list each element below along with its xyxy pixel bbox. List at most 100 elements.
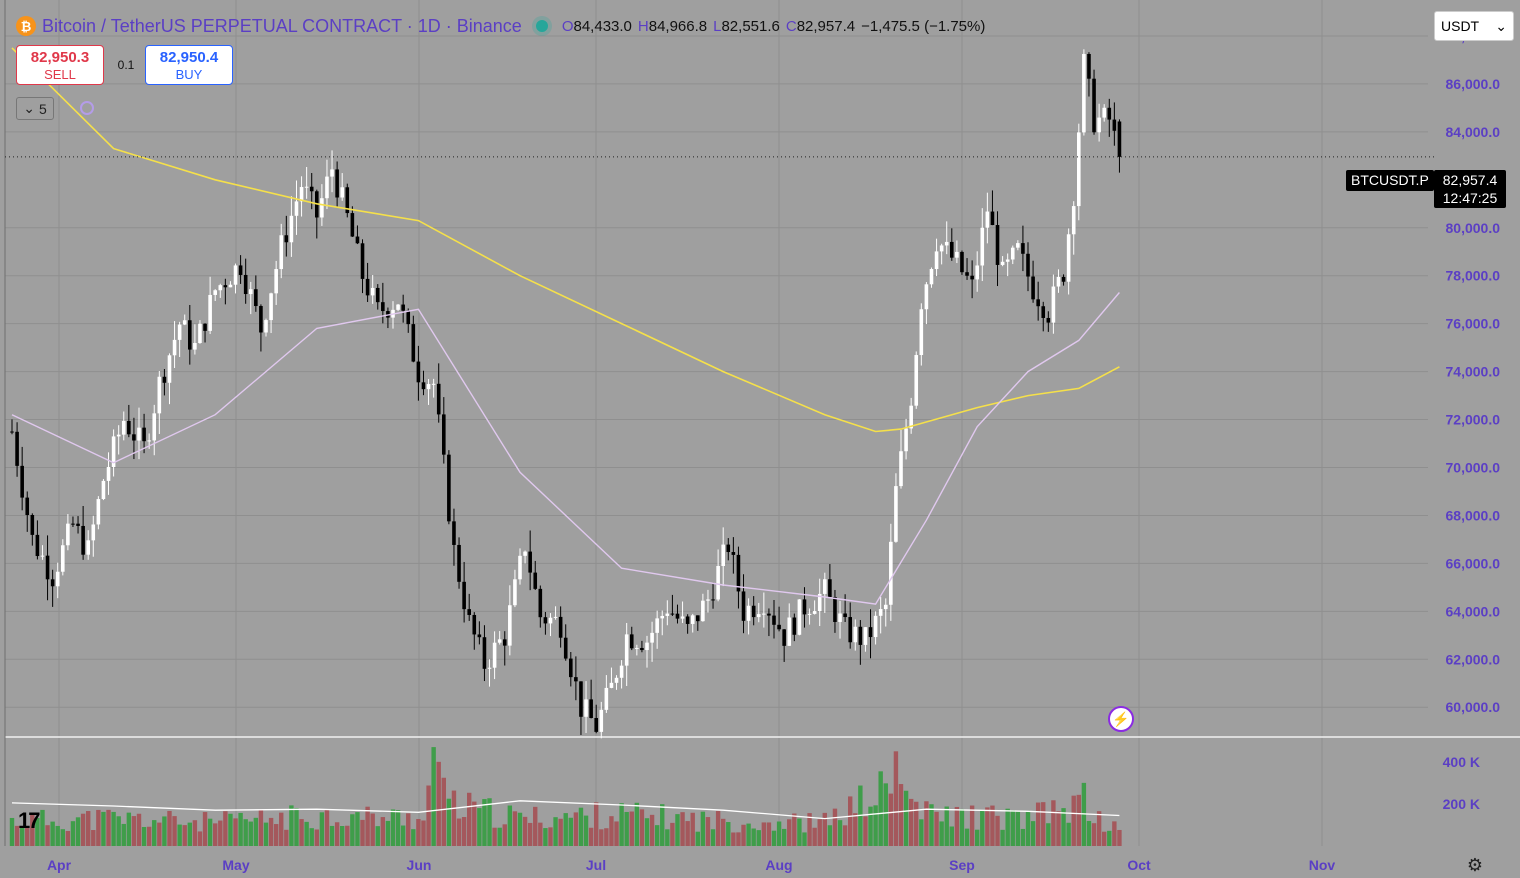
candle-body [274,269,278,294]
candle [406,308,411,333]
candle-body [25,497,30,516]
candle-body [147,440,151,442]
buy-label: BUY [175,67,203,82]
volume-bar [649,814,655,846]
candle-body [690,615,695,624]
high-value: 84,966.8 [648,17,708,35]
volume-bar [126,812,132,846]
sell-button[interactable]: 82,950.3 SELL [16,45,104,85]
volume-bar [223,811,228,846]
volume-bar [355,812,360,846]
candle [442,397,446,464]
volume-bar [990,805,995,846]
candle [782,629,786,662]
candle [492,631,497,680]
lightning-icon[interactable]: ⚡ [1108,706,1134,732]
volume-bar [665,829,670,846]
candle-body [279,235,284,270]
volume-bar [522,816,528,846]
candle [1112,102,1117,146]
candle [294,180,299,235]
volume-bar [604,828,609,846]
candle [950,228,954,261]
candle [929,267,934,288]
volume-bar [268,817,274,846]
candle [1000,256,1005,267]
volume-bar [96,809,101,846]
candle-body [594,718,598,732]
candle [660,610,665,636]
candle-body [447,454,451,522]
volume-bar [827,825,833,846]
volume-bar [1035,802,1041,846]
candle-body [350,213,355,237]
candle [182,314,187,326]
candle [1107,98,1112,137]
low-label: L [713,17,722,35]
candle-body [76,523,80,526]
currency-select[interactable]: USDT ⌄ [1434,11,1514,41]
candle-body [990,211,995,226]
candle [665,600,670,626]
volume-bar [609,816,614,846]
candle [1061,274,1066,286]
candle [924,282,929,325]
candle [690,613,695,633]
candle-body [619,665,624,678]
volume-bar [1020,828,1026,846]
candle-body [502,639,507,646]
candle [629,626,634,651]
volume-bar [1096,811,1102,846]
grid-lines [5,0,1428,846]
volume-bar [812,827,817,846]
volume-bar [985,807,990,846]
volume-bar [1061,808,1066,846]
candle [1066,228,1071,295]
candle-body [335,169,339,198]
candle [680,601,685,623]
candle [802,587,807,628]
volume-bar [670,822,675,846]
candle [650,621,654,662]
volume-bar [533,806,538,846]
candle-body [452,521,456,545]
candle-body [706,599,710,601]
candle [701,593,705,622]
volume-bar [563,813,568,846]
candle [538,585,543,628]
candle-body [645,642,649,651]
tradingview-logo-icon[interactable]: 17 [18,808,41,833]
volume-bar [634,802,640,846]
candle [553,606,558,620]
candle [990,190,995,226]
candle [254,275,258,312]
candle [569,651,573,687]
candle-body [1026,253,1030,277]
indicators-toggle-button[interactable]: ⌄ 5 [16,97,54,120]
candle-body [751,605,756,618]
volume-tick-label: 200 K [1443,796,1480,812]
volume-bar [893,751,899,846]
order-quantity[interactable]: 0.1 [117,58,135,72]
volume-bar [55,825,60,846]
candle-body [736,554,741,592]
gear-icon[interactable]: ⚙ [1466,855,1484,875]
candle-body [528,551,532,573]
candle [980,208,985,282]
volume-bar [45,825,50,846]
last-price-label: 82,957.4 12:47:25 [1434,170,1506,208]
time-tick-label: Nov [1309,857,1336,873]
candle-body [442,414,446,455]
price-tick-label: 80,000.0 [1446,220,1501,236]
candle-body [848,617,852,643]
candle-body [360,243,365,279]
moving-average-slow [11,47,1120,433]
buy-button[interactable]: 82,950.4 BUY [145,45,233,85]
symbol-title[interactable]: Bitcoin / TetherUS PERPETUAL CONTRACT · … [42,15,522,36]
volume-bar [80,813,86,846]
candle [853,619,858,651]
volume-bar [202,812,208,846]
volume-bar [416,819,421,846]
indicator-status-icon[interactable] [80,101,94,115]
